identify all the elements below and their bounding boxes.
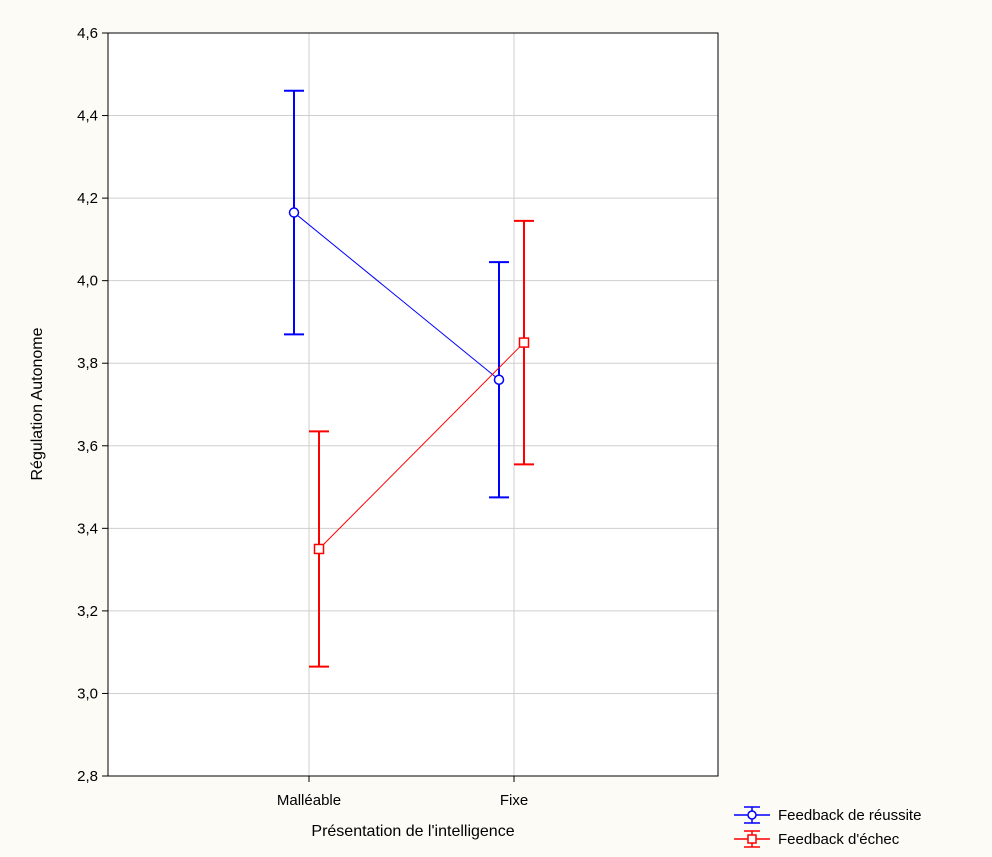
legend: Feedback de réussite Feedback d'échec [734,806,921,848]
y-tick-label: 4,0 [77,273,98,290]
y-tick-label: 4,4 [77,108,98,125]
legend-label: Feedback d'échec [778,831,900,848]
legend-marker [747,834,757,844]
series-layer [284,89,534,668]
plot-frame [107,32,719,777]
legend-marker [747,810,757,820]
y-tick-label: 2,8 [77,768,98,785]
y-tick-label: 3,0 [77,685,98,702]
y-tick-label: 3,2 [77,603,98,620]
y-axis-title: Régulation Autonome [29,327,46,480]
y-tick-label: 3,6 [77,438,98,455]
plot-area [108,33,718,776]
x-tick-label: Malléable [277,792,341,809]
series-line [318,342,525,550]
y-tick-label: 3,8 [77,355,98,372]
data-point [493,374,505,385]
data-point [288,207,300,218]
y-tick-label: 4,6 [77,25,98,42]
legend-label: Feedback de réussite [778,807,921,824]
y-tick-label: 3,4 [77,520,98,537]
data-point [313,543,325,555]
x-tick-label: Fixe [500,792,528,809]
x-axis-title: Présentation de l'intelligence [311,823,514,840]
series-line [293,212,500,381]
axes: 2,8 3,0 3,2 3,4 3,6 3,8 4,0 4,2 4,4 4,6 Malléable F… [77,25,719,809]
y-tick-label: 4,2 [77,190,98,207]
data-point [518,337,530,348]
